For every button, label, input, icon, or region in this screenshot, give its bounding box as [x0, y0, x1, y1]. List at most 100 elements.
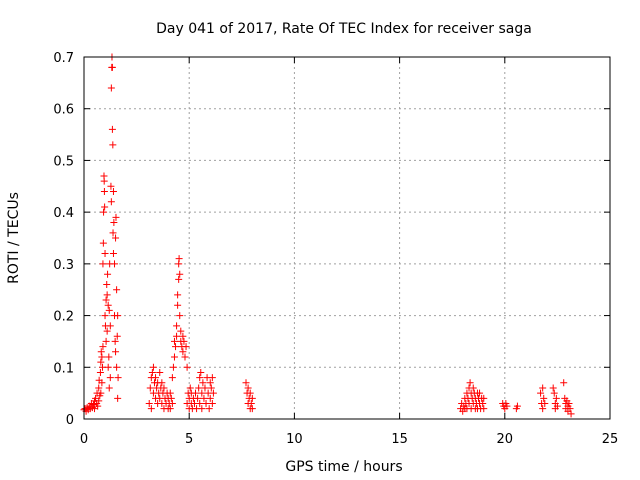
data-point: [200, 394, 208, 402]
data-point: [192, 389, 200, 397]
data-point: [158, 379, 166, 387]
y-tick-label: 0.6: [53, 103, 74, 118]
data-point: [248, 405, 256, 413]
data-point: [99, 343, 107, 351]
plot-frame: [83, 56, 611, 420]
data-point: [96, 368, 104, 376]
data-point: [179, 348, 187, 356]
data-point: [101, 312, 109, 320]
data-point: [207, 384, 215, 392]
data-point: [539, 405, 547, 413]
data-point: [101, 203, 109, 211]
data-point: [186, 384, 194, 392]
data-point: [111, 260, 119, 268]
data-point: [466, 379, 474, 387]
data-point: [89, 401, 97, 409]
data-point: [103, 327, 111, 335]
data-point: [94, 402, 102, 410]
data-point: [101, 250, 109, 258]
data-point: [196, 399, 204, 407]
data-point: [97, 389, 105, 397]
data-point: [209, 389, 217, 397]
data-point: [168, 399, 176, 407]
data-point: [174, 301, 182, 309]
data-point: [107, 198, 115, 206]
data-point: [566, 405, 574, 413]
data-point: [109, 250, 117, 258]
data-point: [112, 213, 120, 221]
data-point: [567, 410, 575, 418]
data-point: [109, 187, 117, 195]
chart-title: Day 041 of 2017, Rate Of TEC Index for r…: [156, 21, 532, 37]
data-point: [106, 322, 114, 330]
data-point: [106, 374, 114, 382]
x-axis-label: GPS time / hours: [285, 459, 402, 475]
x-tick-label: 20: [497, 432, 514, 447]
data-point: [95, 384, 103, 392]
data-point: [166, 389, 174, 397]
data-point: [198, 389, 206, 397]
data-point: [104, 301, 112, 309]
data-point: [99, 239, 107, 247]
data-point: [160, 384, 168, 392]
data-point: [110, 218, 118, 226]
data-point: [175, 275, 183, 283]
y-tick-label: 0: [66, 413, 74, 428]
data-point: [244, 384, 252, 392]
data-point: [114, 312, 122, 320]
data-point: [208, 399, 216, 407]
data-point: [148, 368, 156, 376]
data-point: [112, 348, 120, 356]
data-point: [176, 270, 184, 278]
data-point: [107, 182, 115, 190]
data-point: [169, 363, 177, 371]
data-point: [480, 394, 488, 402]
data-point: [181, 353, 189, 361]
data-point: [108, 63, 116, 71]
data-point: [197, 368, 205, 376]
data-point: [541, 399, 549, 407]
data-point: [242, 379, 250, 387]
data-point: [513, 402, 521, 410]
x-tick-label: 25: [602, 432, 619, 447]
data-point: [100, 187, 108, 195]
axis-ticks: 0 5 10 15 20 25 0 0.1 0.2 0.3 0.4 0.5 0.6 0.7: [53, 51, 618, 447]
data-point: [469, 384, 477, 392]
data-point: [206, 379, 214, 387]
x-tick-label: 0: [80, 432, 88, 447]
data-point: [552, 394, 560, 402]
data-point: [205, 405, 213, 413]
data-point: [201, 384, 209, 392]
data-point: [109, 141, 117, 149]
data-point: [208, 374, 216, 382]
data-point: [102, 296, 110, 304]
data-point: [480, 405, 488, 413]
data-point: [199, 379, 207, 387]
data-point: [99, 260, 107, 268]
data-point: [104, 270, 112, 278]
data-point: [177, 327, 185, 335]
data-point: [195, 384, 203, 392]
data-point: [202, 399, 210, 407]
data-point: [170, 337, 178, 345]
data-point: [179, 332, 187, 340]
data-point: [152, 374, 160, 382]
x-tick-label: 15: [391, 432, 408, 447]
data-point: [103, 291, 111, 299]
data-point: [174, 291, 182, 299]
data-points: [80, 53, 575, 418]
data-point: [173, 322, 181, 330]
data-point: [182, 343, 190, 351]
data-point: [114, 394, 122, 402]
data-point: [172, 343, 180, 351]
y-tick-label: 0.4: [53, 206, 74, 221]
data-point: [105, 353, 113, 361]
data-point: [104, 363, 112, 371]
data-point: [147, 405, 155, 413]
data-point: [173, 332, 181, 340]
data-point: [198, 405, 206, 413]
data-point: [146, 384, 154, 392]
y-tick-label: 0.2: [53, 310, 74, 325]
data-point: [112, 234, 120, 242]
